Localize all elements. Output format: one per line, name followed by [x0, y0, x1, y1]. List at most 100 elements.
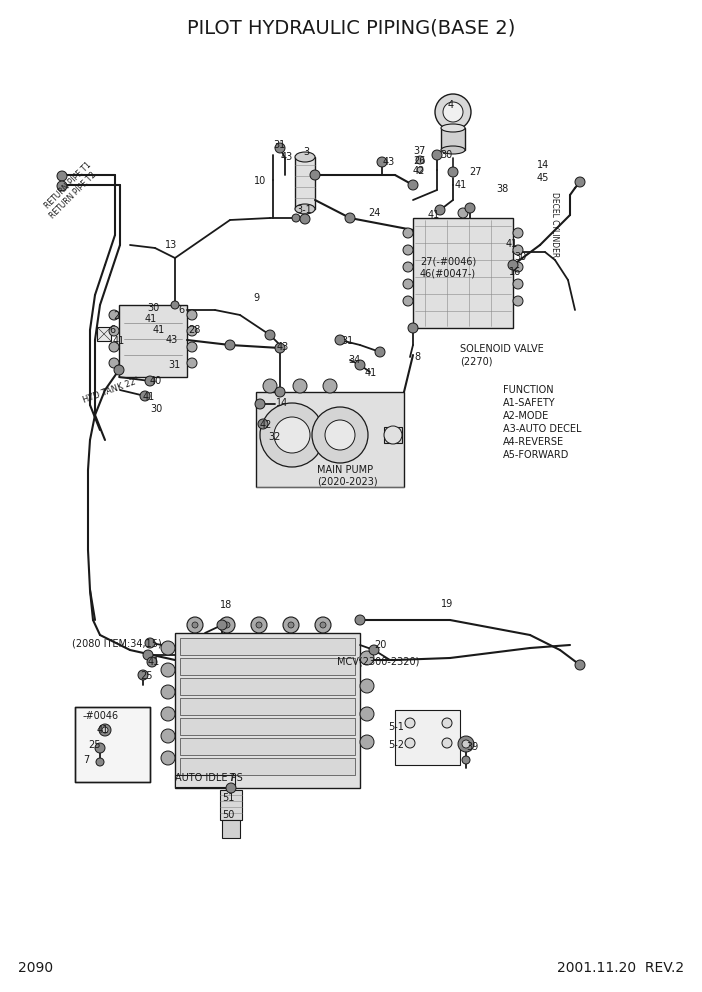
Text: 7: 7 — [228, 773, 234, 783]
Text: 31: 31 — [341, 336, 353, 346]
Circle shape — [219, 617, 235, 633]
Text: 14: 14 — [276, 398, 289, 408]
Circle shape — [187, 310, 197, 320]
Bar — [180, 658, 355, 675]
Circle shape — [458, 736, 474, 752]
Text: 41: 41 — [153, 325, 165, 335]
Text: 27(-#0046): 27(-#0046) — [420, 257, 476, 267]
Circle shape — [403, 279, 413, 289]
Text: 34: 34 — [348, 355, 360, 365]
Circle shape — [300, 214, 310, 224]
Text: AUTO IDLE PS: AUTO IDLE PS — [175, 773, 243, 783]
Text: 24: 24 — [368, 208, 380, 218]
Text: 6: 6 — [178, 305, 184, 315]
Text: 50: 50 — [222, 810, 234, 820]
Circle shape — [145, 638, 155, 648]
Text: 7: 7 — [83, 755, 89, 765]
Text: 4: 4 — [448, 100, 454, 110]
Circle shape — [147, 657, 157, 667]
Circle shape — [465, 203, 475, 213]
Circle shape — [458, 208, 468, 218]
Text: 51: 51 — [222, 793, 234, 803]
Circle shape — [408, 180, 418, 190]
Bar — [175, 775, 235, 787]
Circle shape — [224, 622, 230, 628]
Bar — [180, 738, 355, 755]
Circle shape — [360, 679, 374, 693]
Text: 18: 18 — [220, 600, 232, 610]
Circle shape — [263, 379, 277, 393]
Text: 41: 41 — [143, 392, 155, 402]
Circle shape — [513, 245, 523, 255]
Circle shape — [325, 420, 355, 450]
Circle shape — [96, 758, 104, 766]
Text: 41: 41 — [455, 180, 468, 190]
Text: 3-1: 3-1 — [296, 205, 312, 215]
Bar — [180, 678, 355, 695]
Text: 41: 41 — [113, 336, 125, 346]
Text: MCV(2300-2320): MCV(2300-2320) — [337, 657, 419, 667]
Text: 41: 41 — [506, 239, 518, 249]
Circle shape — [288, 622, 294, 628]
Circle shape — [345, 213, 355, 223]
Circle shape — [448, 167, 458, 177]
Text: 25: 25 — [88, 740, 100, 750]
Circle shape — [114, 365, 124, 375]
Circle shape — [260, 403, 324, 467]
Circle shape — [109, 326, 119, 336]
Ellipse shape — [441, 146, 465, 154]
Circle shape — [161, 729, 175, 743]
Text: 45: 45 — [537, 173, 550, 183]
Text: 41: 41 — [365, 368, 377, 378]
Circle shape — [143, 650, 153, 660]
Text: A2-MODE: A2-MODE — [503, 411, 549, 421]
Text: 10: 10 — [254, 176, 266, 186]
Circle shape — [161, 641, 175, 655]
Circle shape — [405, 718, 415, 728]
Text: 42: 42 — [260, 420, 272, 430]
Circle shape — [102, 727, 108, 733]
Text: 37: 37 — [413, 146, 425, 156]
Circle shape — [384, 426, 402, 444]
Bar — [295, 157, 315, 209]
Text: 27: 27 — [469, 167, 482, 177]
Circle shape — [513, 262, 523, 272]
Bar — [222, 820, 240, 838]
Circle shape — [513, 228, 523, 238]
Text: 2: 2 — [113, 311, 119, 321]
Circle shape — [508, 260, 518, 270]
Circle shape — [377, 157, 387, 167]
Text: 31: 31 — [273, 140, 285, 150]
Bar — [395, 710, 460, 765]
Circle shape — [360, 707, 374, 721]
Text: HYD TANK 22°: HYD TANK 22° — [82, 376, 141, 405]
Circle shape — [251, 617, 267, 633]
Circle shape — [265, 330, 275, 340]
Text: 20: 20 — [374, 640, 386, 650]
Circle shape — [217, 620, 227, 630]
Text: 43: 43 — [281, 152, 293, 162]
Circle shape — [99, 724, 111, 736]
Text: A5-FORWARD: A5-FORWARD — [503, 450, 569, 460]
Circle shape — [161, 707, 175, 721]
Text: (2080 ITEM:34,15): (2080 ITEM:34,15) — [72, 638, 161, 648]
Text: 43: 43 — [277, 342, 289, 352]
Circle shape — [443, 102, 463, 122]
Bar — [220, 790, 242, 820]
Text: PILOT HYDRAULIC PIPING(BASE 2): PILOT HYDRAULIC PIPING(BASE 2) — [187, 19, 515, 38]
Bar — [180, 718, 355, 735]
Text: 5-1: 5-1 — [388, 722, 404, 732]
Circle shape — [109, 342, 119, 352]
Text: 40: 40 — [150, 376, 162, 386]
Circle shape — [513, 296, 523, 306]
Bar — [175, 633, 360, 788]
Circle shape — [369, 645, 379, 655]
Circle shape — [255, 399, 265, 409]
Text: 9: 9 — [253, 293, 259, 303]
Circle shape — [575, 660, 585, 670]
Text: RETURN PIPE T1: RETURN PIPE T1 — [43, 160, 93, 210]
Circle shape — [258, 419, 268, 429]
Circle shape — [312, 407, 368, 463]
Circle shape — [408, 323, 418, 333]
Text: RETURN PIPE T2: RETURN PIPE T2 — [48, 170, 98, 220]
